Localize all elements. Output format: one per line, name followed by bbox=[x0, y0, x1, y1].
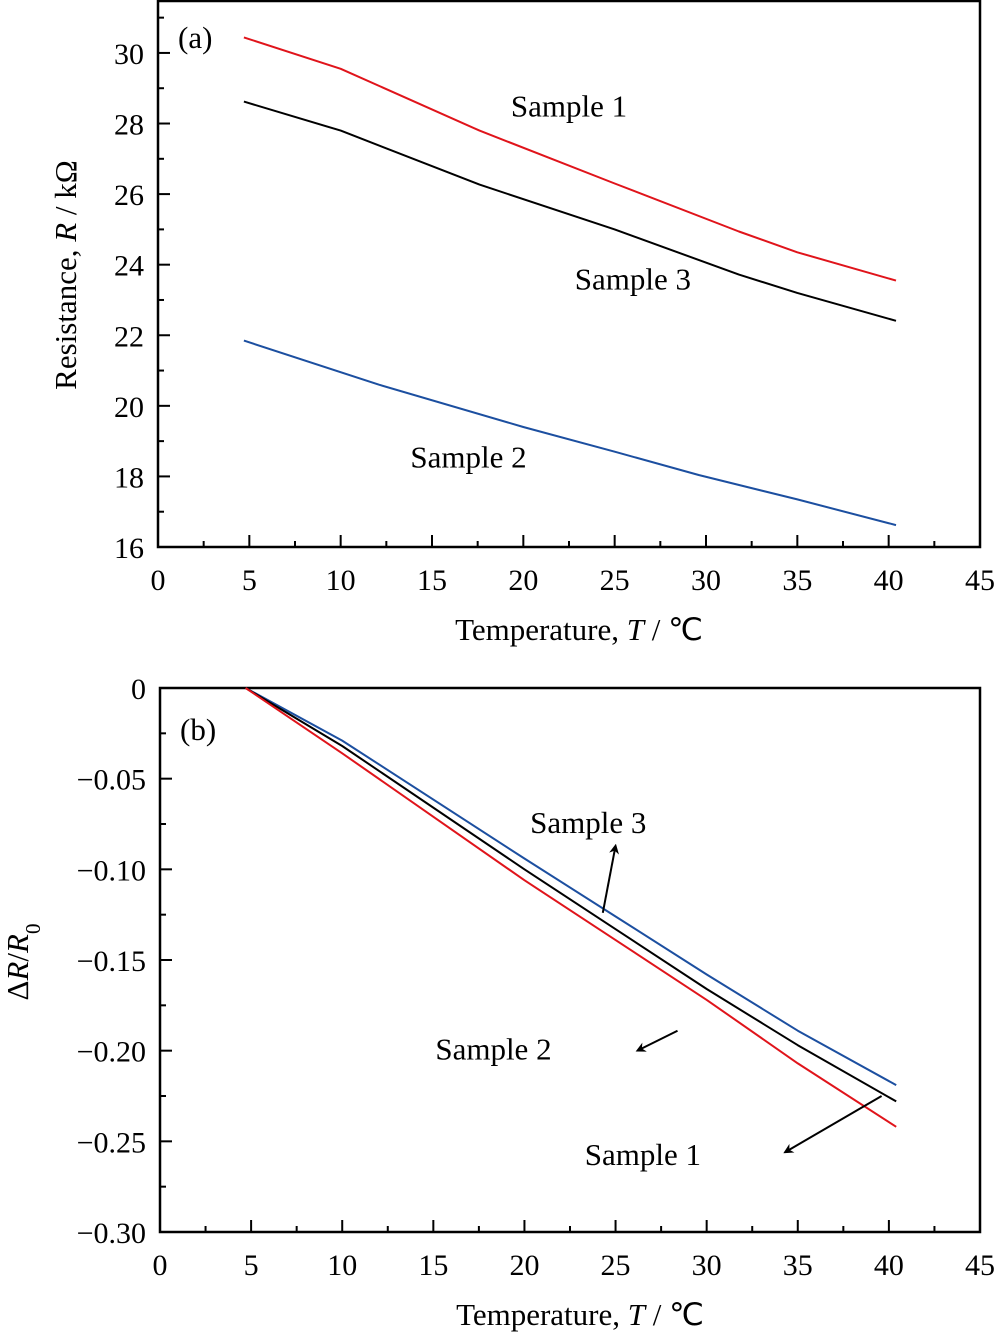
series-annotation: Sample 3 bbox=[575, 261, 691, 296]
y-tick-label: 28 bbox=[114, 109, 144, 142]
series-line-sample-2 bbox=[245, 687, 897, 1128]
series-line-sample-2 bbox=[243, 339, 897, 527]
x-tick-label: 5 bbox=[244, 1249, 259, 1282]
series-annotation: Sample 2 bbox=[410, 440, 526, 475]
panel-a: 0 5 10 15 20 25 30 35 40 45 16 18 20 22 24 26 28 30 Temper… bbox=[48, 0, 995, 647]
panel-label: (b) bbox=[180, 712, 216, 747]
series-annotation: Sample 1 bbox=[511, 88, 627, 123]
x-tick-label: 0 bbox=[151, 564, 166, 597]
y-tick-label: 24 bbox=[114, 250, 144, 283]
y-tick-label: −0.20 bbox=[77, 1036, 146, 1069]
series-line-sample-3 bbox=[243, 100, 897, 322]
y-axis-title: Resistance, R / kΩ bbox=[48, 160, 83, 390]
x-tick-label: 20 bbox=[509, 1249, 539, 1282]
y-tick-label: 0 bbox=[131, 673, 146, 706]
annotation-arrow bbox=[601, 843, 619, 914]
x-tick-label: 40 bbox=[874, 564, 904, 597]
series-annotation: Sample 2 bbox=[435, 1032, 551, 1067]
x-tick-label: 15 bbox=[417, 564, 447, 597]
x-tick-label: 45 bbox=[965, 564, 995, 597]
x-tick-label: 5 bbox=[242, 564, 257, 597]
y-tick-label: 22 bbox=[114, 320, 144, 353]
annotation-arrow bbox=[635, 1029, 678, 1052]
y-axis-title: ΔR/R0 bbox=[0, 924, 45, 1001]
y-tick-label: −0.15 bbox=[77, 945, 146, 978]
y-tick-label: 20 bbox=[114, 391, 144, 424]
y-tick-label: −0.25 bbox=[77, 1126, 146, 1159]
series-line-sample-3 bbox=[245, 687, 897, 1086]
plot-frame bbox=[158, 686, 982, 1234]
y-tick-label: 16 bbox=[114, 532, 144, 565]
x-tick-label: 25 bbox=[600, 564, 630, 597]
x-tick-label: 30 bbox=[692, 1249, 722, 1282]
y-tick-label: 26 bbox=[114, 179, 144, 212]
panel-b: 0 5 10 15 20 25 30 35 40 45 0 −0.05 −0.10 −0.15 −0.20 −… bbox=[0, 673, 995, 1332]
x-tick-label: 35 bbox=[783, 1249, 813, 1282]
x-tick-label: 30 bbox=[691, 564, 721, 597]
x-tick-label: 0 bbox=[153, 1249, 168, 1282]
y-tick-label: −0.05 bbox=[77, 764, 146, 797]
x-tick-label: 35 bbox=[782, 564, 812, 597]
series-annotation: Sample 3 bbox=[530, 805, 646, 840]
x-tick-label: 25 bbox=[601, 1249, 631, 1282]
series-line-sample-1 bbox=[243, 36, 897, 282]
plot-frame bbox=[156, 0, 982, 549]
x-tick-label: 40 bbox=[874, 1249, 904, 1282]
series-line-sample-1 bbox=[245, 687, 897, 1103]
x-tick-label: 15 bbox=[418, 1249, 448, 1282]
y-tick-label: −0.10 bbox=[77, 854, 146, 887]
y-tick-label: 18 bbox=[114, 461, 144, 494]
series-annotation: Sample 1 bbox=[585, 1137, 701, 1172]
y-tick-label: 30 bbox=[114, 38, 144, 71]
annotation-arrow bbox=[783, 1095, 883, 1154]
x-tick-label: 10 bbox=[326, 564, 356, 597]
y-tick-label: −0.30 bbox=[77, 1217, 146, 1250]
x-tick-label: 20 bbox=[508, 564, 538, 597]
x-tick-label: 10 bbox=[327, 1249, 357, 1282]
panel-label: (a) bbox=[178, 20, 212, 55]
x-tick-label: 45 bbox=[965, 1249, 995, 1282]
x-axis-title: Temperature, T / ℃ bbox=[455, 612, 703, 647]
x-axis-title: Temperature, T / ℃ bbox=[456, 1297, 704, 1332]
